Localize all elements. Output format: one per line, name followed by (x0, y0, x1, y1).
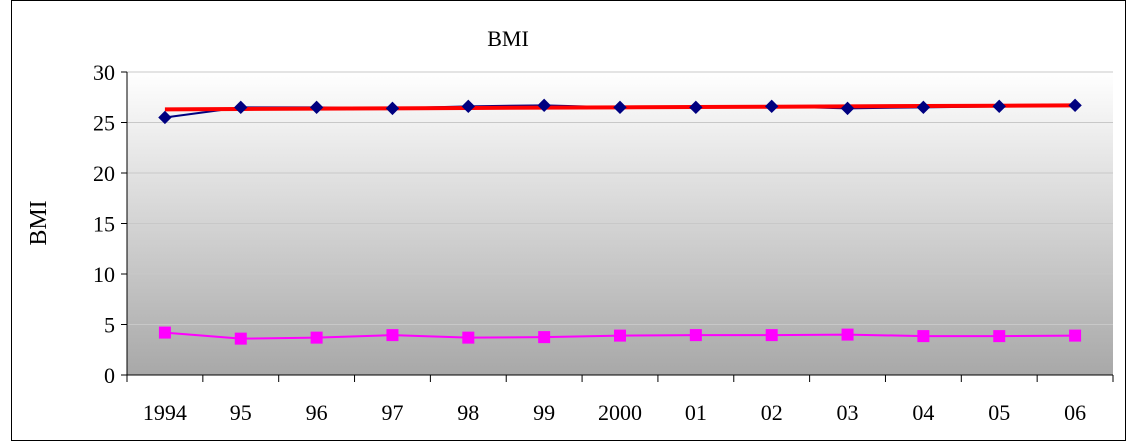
y-tick-label: 5 (104, 313, 115, 338)
y-tick-label: 30 (93, 60, 115, 85)
data-point-square (917, 330, 930, 343)
data-point-square (1069, 329, 1082, 342)
data-point-square (538, 331, 551, 344)
data-point-diamond (916, 100, 931, 115)
y-tick-label: 0 (104, 363, 115, 388)
data-point-square (310, 331, 323, 344)
data-point-diamond (992, 99, 1006, 114)
y-tick-label: 25 (93, 111, 115, 136)
data-point-square (689, 329, 702, 342)
x-tick-label: 99 (533, 400, 555, 425)
x-tick-label: 97 (381, 400, 403, 425)
y-axis-title: BMI (26, 200, 52, 245)
data-point-square (386, 329, 399, 342)
data-point-square (841, 328, 854, 341)
data-point-diamond (234, 100, 248, 115)
data-point-square (993, 330, 1006, 343)
x-tick-label: 2000 (598, 400, 642, 425)
x-tick-label: 01 (685, 400, 707, 425)
data-point-diamond (461, 99, 476, 114)
data-point-diamond (840, 101, 855, 116)
data-point-diamond (764, 99, 779, 114)
data-point-diamond (613, 100, 627, 115)
data-point-square (765, 329, 778, 342)
data-point-diamond (309, 100, 324, 115)
data-point-square (158, 326, 171, 339)
data-point-diamond (689, 100, 703, 115)
y-tick-label: 10 (93, 262, 115, 287)
x-tick-label: 05 (988, 400, 1010, 425)
x-tick-label: 02 (761, 400, 783, 425)
data-point-square (234, 332, 247, 345)
data-point-square (614, 329, 626, 342)
x-tick-label: 95 (230, 400, 252, 425)
y-tick-label: 15 (93, 212, 115, 237)
chart-title: BMI (487, 26, 529, 51)
y-tick-label: 20 (93, 161, 115, 186)
x-tick-label: 98 (457, 400, 479, 425)
gridlines (127, 71, 1113, 325)
data-point-diamond (385, 101, 400, 116)
data-point-diamond (537, 98, 551, 113)
x-tick-label: 06 (1064, 400, 1086, 425)
data-point-diamond (158, 110, 172, 125)
series-markers (158, 98, 1082, 345)
x-tick-label: 04 (912, 400, 934, 425)
x-tick-label: 03 (837, 400, 859, 425)
x-tick-label: 96 (306, 400, 328, 425)
data-point-diamond (1068, 98, 1082, 113)
x-tick-label: 1994 (143, 400, 187, 425)
data-point-square (462, 331, 475, 344)
